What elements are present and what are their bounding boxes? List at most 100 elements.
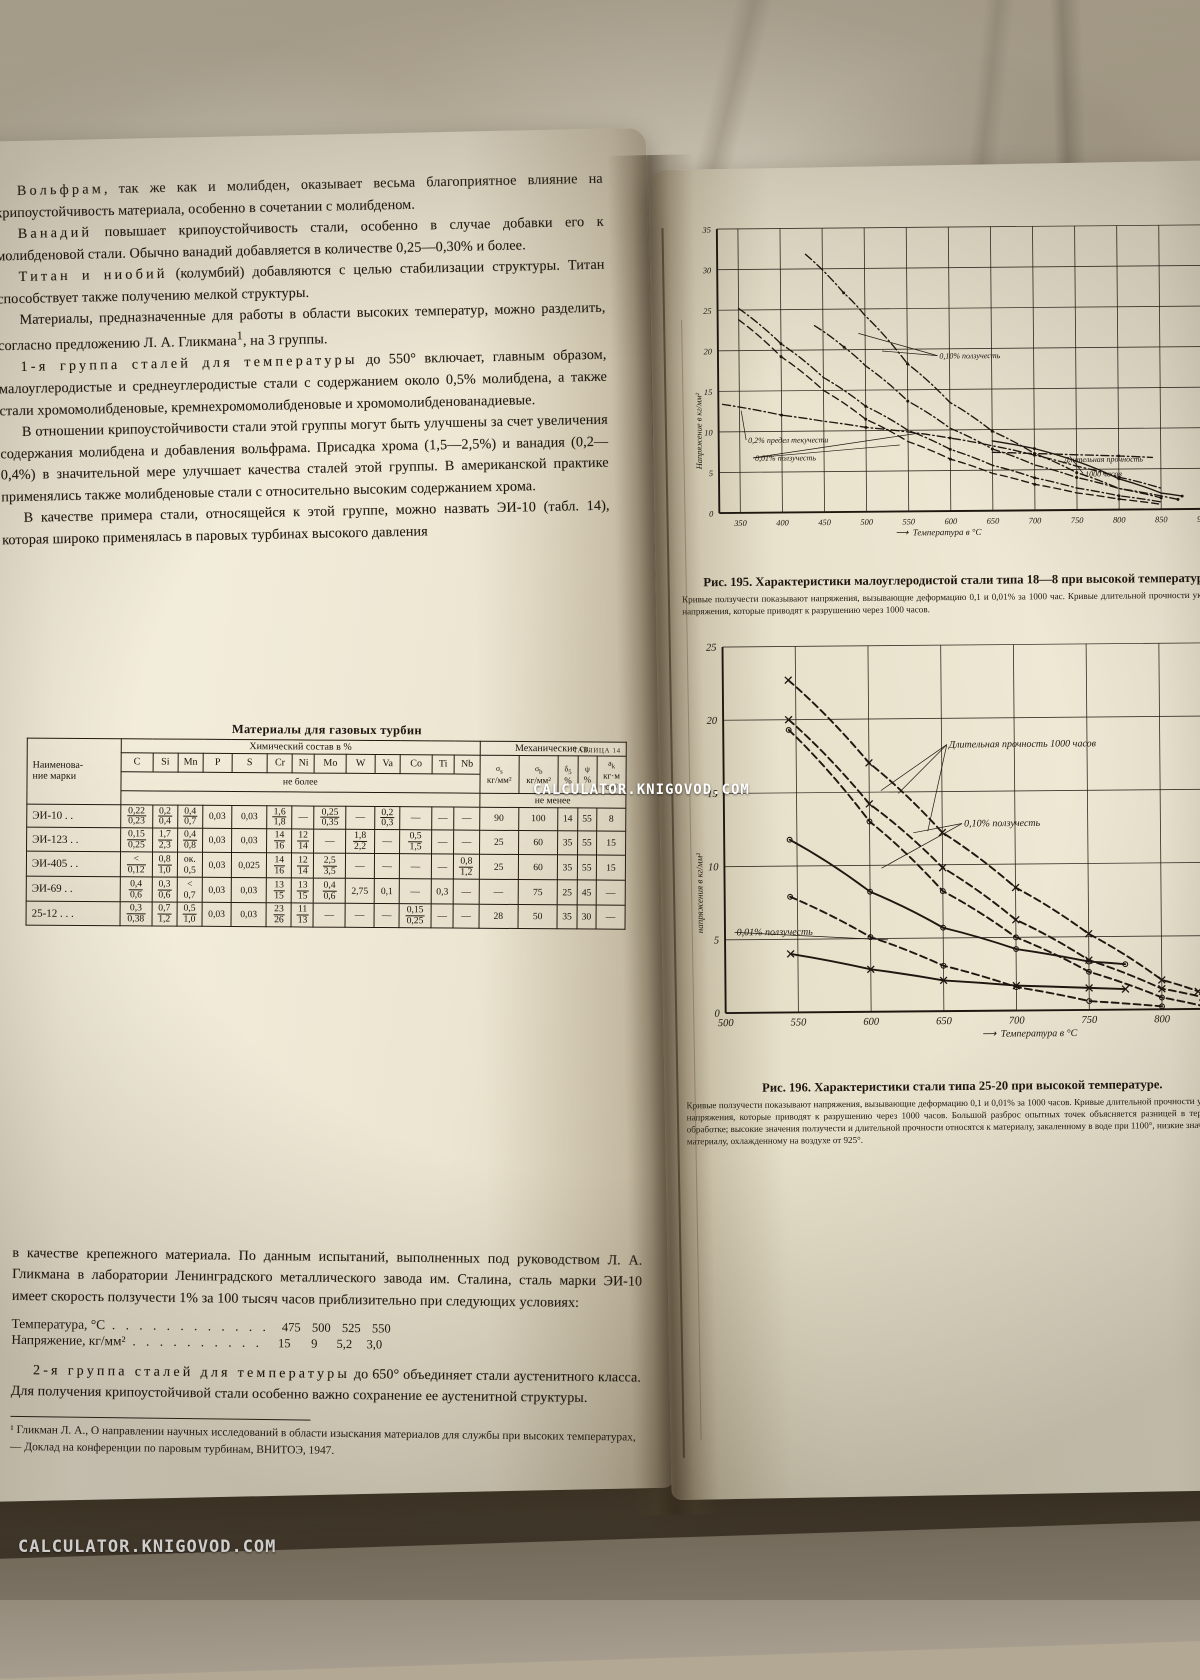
table-cell-chem: — (430, 904, 454, 928)
table-cell-chem: 2,5 3,5 (313, 853, 346, 879)
table-cell-chem: 23 26 (266, 902, 292, 927)
table-cell-mech: 50 (517, 904, 558, 929)
table-cell-chem: 0,5 1,5 (399, 830, 432, 855)
svg-text:5: 5 (709, 469, 713, 478)
fig196-y-axis-label: напряжения в кг/мм² (694, 853, 705, 934)
table-cell-chem: 0,22 0,23 (120, 804, 153, 829)
col-Ti: Ti (431, 754, 455, 774)
col-Va: Va (375, 754, 401, 774)
table-cell-mech: 25 (479, 830, 519, 855)
svg-text:500: 500 (860, 518, 873, 527)
note-not-less: не менее (479, 792, 626, 808)
svg-text:35: 35 (701, 226, 710, 235)
table-cell-chem: 13 15 (266, 877, 292, 904)
table-cell-chem: 0,8 1,2 (453, 854, 480, 880)
table-cell-chem: 0,4 0,6 (313, 878, 346, 904)
figure-195-note: Кривые ползучести показывают напряжения,… (682, 589, 1200, 616)
table-number-label: ТАБЛИЦА 14 (573, 746, 621, 755)
temp-value-4: 550 (371, 1321, 391, 1336)
table-cell-mech: 45 (576, 880, 597, 906)
table-cell-chem: 0,03 (202, 852, 232, 878)
col-Cr: Cr (267, 753, 293, 773)
figure-196-note: Кривые ползучести показывают напряжения,… (686, 1095, 1200, 1146)
table-cell-chem: 0,03 (202, 877, 232, 903)
left-page-lower-block: в качестве крепежного материала. По данн… (10, 1243, 643, 1463)
col-P: P (203, 753, 233, 773)
table-cell-chem: — (453, 904, 479, 929)
svg-text:350: 350 (733, 519, 747, 528)
table-cell-chem: — (374, 853, 400, 879)
table-row: 25-12 . . . 0,3 0,38 0,7 1,2 0,5 1,0 0,03 0,03 23… (26, 901, 626, 930)
table-cell-chem: 0,15 0,25 (120, 828, 153, 853)
table-cell-chem: — (292, 805, 315, 830)
svg-text:600: 600 (863, 1017, 880, 1028)
svg-text:800: 800 (1113, 516, 1126, 525)
table-cell-chem: 0,7 1,2 (151, 902, 177, 927)
note-not-more: не более (120, 771, 480, 793)
table-cell-chem: <0,12 (120, 851, 153, 878)
table-cell-chem: 0,8 1,0 (151, 852, 178, 878)
table-cell-chem: 12 14 (291, 829, 315, 854)
table-cell-chem: 0,2 0,3 (374, 806, 401, 831)
svg-text:0,01% ползучесть: 0,01% ползучесть (737, 927, 814, 939)
col-Ni: Ni (292, 753, 315, 773)
svg-text:750: 750 (1081, 1015, 1098, 1026)
table-cell-chem: 0,5 1,0 (176, 902, 203, 927)
condition-label-stress: Напряжение, кг/мм² (11, 1331, 126, 1349)
table-cell-chem: — (313, 829, 346, 854)
temp-value-3: 525 (341, 1320, 361, 1335)
footnote: ¹ Гликман Л. А., О направлении научных и… (10, 1424, 636, 1457)
fig196-plot: 500 550 600 650 700 750 800 0 5 10 15 20 25 Длительна… (706, 642, 1200, 1029)
table-cell-chem: 0,1 (374, 878, 400, 904)
svg-text:900: 900 (1197, 515, 1200, 524)
table-cell-chem: 13 15 (291, 878, 314, 904)
table-cell-mark: 25-12 . . . (26, 901, 121, 926)
table-cell-chem: 0,2 0,4 (152, 804, 178, 829)
col-W: W (346, 754, 376, 774)
table-cell-chem: 0,03 (231, 805, 268, 830)
table-cell-mech: 25 (478, 854, 519, 880)
figure-196-caption: Рис. 196. Характеристики стали типа 25-2… (762, 1077, 1163, 1096)
svg-text:750: 750 (1071, 516, 1084, 525)
table-cell-mech: 55 (576, 855, 597, 881)
fig195-x-axis-label: ⟶ Температура в °C (895, 526, 982, 538)
svg-text:5: 5 (714, 936, 719, 947)
table-cell-chem: 0,03 (231, 877, 267, 903)
figure-196: напряжения в кг/мм² 500 550 600 650 700 750 80… (678, 629, 1200, 1064)
table-cell-chem: 0,03 (202, 902, 232, 927)
table-cell-chem: — (431, 806, 455, 831)
table-cell-mech: 55 (577, 807, 597, 832)
table-cell-chem: 14 16 (266, 829, 293, 854)
svg-text:0: 0 (714, 1009, 720, 1020)
table-cell-mech: 100 (518, 807, 559, 832)
figure-195-caption: Рис. 195. Характеристики малоуглеродисто… (703, 570, 1200, 590)
col-C: C (121, 752, 153, 772)
table-cell-mech: 15 (596, 831, 626, 856)
svg-text:30: 30 (702, 266, 712, 275)
svg-text:20: 20 (707, 716, 718, 727)
svg-text:20: 20 (704, 347, 713, 356)
table-cell-mark: ЭИ-405 . . (26, 851, 121, 877)
col-S: S (232, 753, 268, 773)
svg-text:650: 650 (987, 517, 1000, 526)
svg-text:700: 700 (1029, 516, 1042, 525)
table-cell-mech: 15 (596, 855, 626, 881)
table-cell-chem: 0,025 (231, 852, 267, 878)
table-cell-chem: 1,6 1,8 (266, 805, 293, 830)
lower-paragraph: в качестве крепежного материала. По данн… (11, 1245, 643, 1311)
table-cell-chem: — (453, 830, 480, 855)
temp-value-1: 475 (281, 1320, 301, 1335)
table-cell-mech: 25 (557, 879, 577, 906)
svg-text:0,2% предел текучести: 0,2% предел текучести (748, 435, 828, 445)
table-cell-chem: 12 14 (291, 853, 314, 879)
svg-text:25: 25 (706, 643, 717, 654)
table-cell-chem: — (313, 903, 346, 928)
table-cell-chem: — (345, 805, 375, 830)
svg-text:450: 450 (818, 518, 831, 527)
table-cell-chem: 0,03 (202, 828, 232, 853)
table-cell-chem: 1,8 2,2 (345, 829, 375, 854)
table-cell-mark: ЭИ-123 . . (26, 827, 121, 852)
svg-text:550: 550 (902, 517, 915, 526)
svg-text:15: 15 (704, 388, 712, 397)
leader-dots-2: . . . . . . . . . . (125, 1333, 270, 1350)
